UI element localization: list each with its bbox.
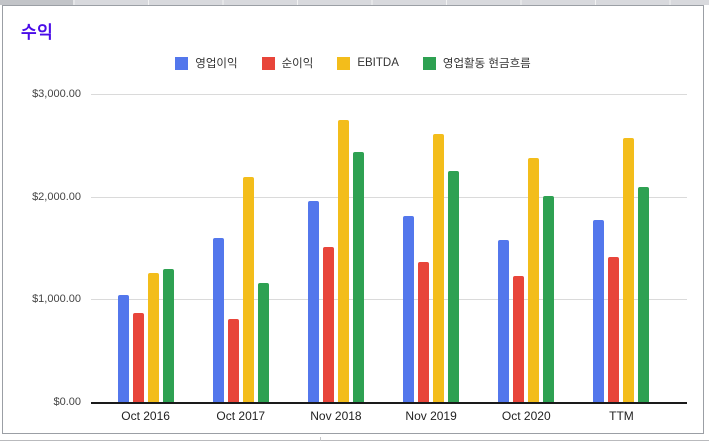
legend-label: 영업활동 현금흐름 [442,58,531,70]
bar-plot [98,94,669,402]
legend-item[interactable]: EBITDA [337,56,399,70]
legend-item[interactable]: 순이익 [261,55,314,71]
bar-EBITDA[interactable] [528,157,540,402]
bar-group [288,94,383,402]
x-axis-category-label: TTM [609,409,634,423]
bar-순이익[interactable] [418,261,430,402]
legend-item[interactable]: 영업이익 [175,55,238,71]
bar-순이익[interactable] [608,257,620,402]
legend-label: 영업이익 [195,58,238,70]
bar-group [193,94,288,402]
chart-title: 수익 [21,23,54,42]
y-axis-tick-label: $0.00 [53,396,81,408]
bar-EBITDA[interactable] [433,134,445,402]
chart-legend: 영업이익 순이익 EBITDA 영업활동 현금흐름 [3,55,703,71]
y-axis-tick-label: $2,000.00 [32,190,81,203]
bar-영업이익[interactable] [117,294,129,402]
bar-EBITDA[interactable] [147,272,159,402]
bar-영업이익[interactable] [403,216,415,402]
x-axis-labels: Oct 2016 Oct 2017 Nov 2018 Nov 2019 Oct 2020… [98,409,669,423]
bar-순이익[interactable] [513,276,525,402]
bar-EBITDA[interactable] [337,120,349,402]
bar-순이익[interactable] [132,313,144,402]
bar-영업이익[interactable] [307,200,319,402]
spreadsheet-column-headers-strip [0,0,709,5]
bar-영업활동 현금흐름[interactable] [162,269,174,402]
bar-순이익[interactable] [322,247,334,402]
gridline [91,196,687,198]
x-axis-category-label: Nov 2018 [310,409,362,423]
bar-영업활동 현금흐름[interactable] [257,282,269,402]
gridline [91,299,687,301]
legend-label: 순이익 [281,58,314,70]
x-axis-category-label: Oct 2016 [121,409,170,423]
bar-영업활동 현금흐름[interactable] [352,152,364,402]
bar-EBITDA[interactable] [242,176,254,402]
bar-group [98,94,193,402]
legend-swatch-icon [175,56,189,70]
legend-swatch-icon [422,56,436,70]
bar-영업활동 현금흐름[interactable] [448,171,460,402]
bar-영업이익[interactable] [212,237,224,402]
y-axis-tick-label: $1,000.00 [32,293,81,306]
bar-group [384,94,479,402]
bar-영업이익[interactable] [593,220,605,402]
legend-swatch-icon [261,56,275,70]
bar-group [574,94,669,402]
legend-swatch-icon [337,56,351,70]
bar-group [479,94,574,402]
legend-label: EBITDA [357,57,399,69]
y-axis-tick-label: $3,000.00 [32,88,81,100]
bar-영업활동 현금흐름[interactable] [638,186,650,402]
chart-card[interactable]: 수익 영업이익 순이익 EBITDA 영업활동 현금흐름 $3,000.00 $2,00… [2,5,704,434]
sheet-gridline [0,440,709,441]
x-axis-category-label: Oct 2017 [216,409,266,423]
x-axis-category-label: Nov 2019 [405,409,457,423]
bar-영업이익[interactable] [498,240,510,402]
sheet-cell-border [320,437,321,441]
x-axis-line [91,402,687,404]
x-axis-category-label: Oct 2020 [501,409,551,423]
bar-순이익[interactable] [227,318,239,402]
bar-EBITDA[interactable] [623,138,635,402]
legend-item[interactable]: 영업활동 현금흐름 [422,55,531,71]
gridline [91,94,687,95]
bar-영업활동 현금흐름[interactable] [543,195,555,402]
